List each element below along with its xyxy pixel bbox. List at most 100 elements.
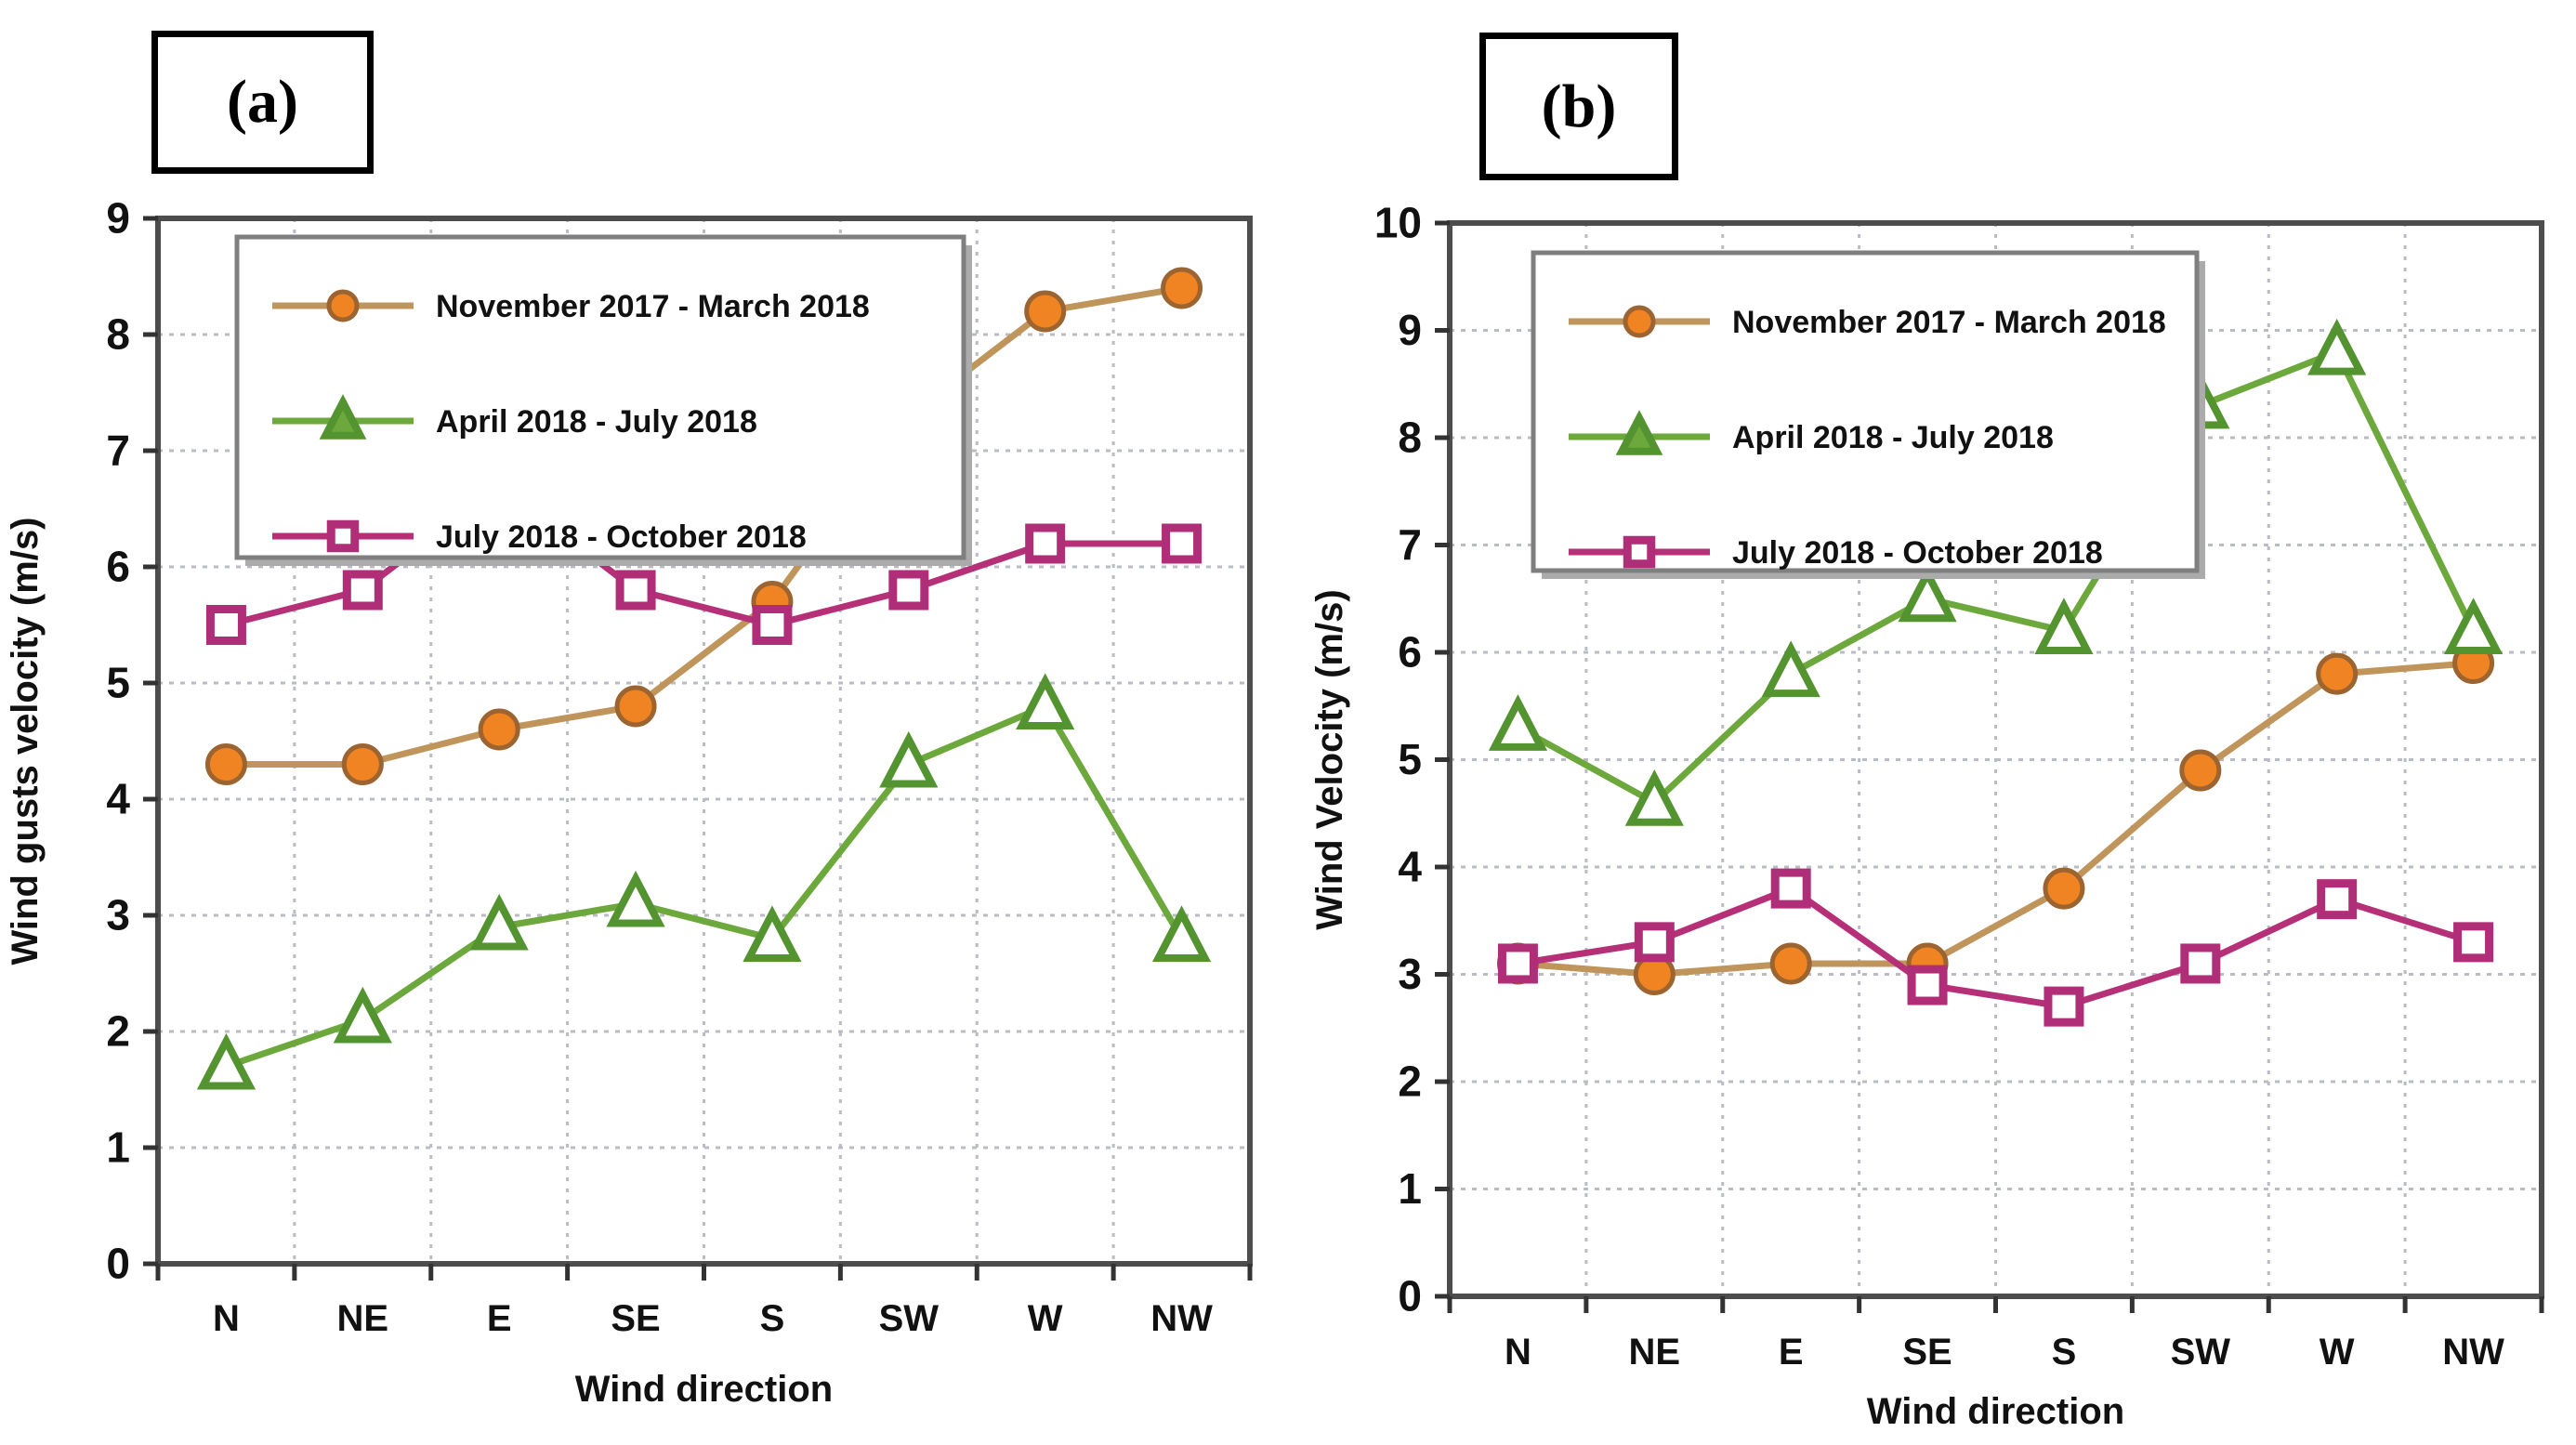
data-marker-square [2044, 986, 2084, 1027]
data-marker-triangle [469, 893, 529, 951]
series-line [226, 284, 1183, 768]
data-marker-triangle [2307, 318, 2367, 375]
plot-area-a: 0 1 2 3 4 5 6 7 8 9 N NE E SE S SW W NW Wind direction Wind… [5, 194, 1253, 1410]
y-tick-label: 0 [106, 1240, 130, 1288]
legend-marker-square [326, 519, 360, 553]
legend-box [1531, 250, 2200, 573]
y-axis-title: Wind Velocity (m/s) [1309, 589, 1350, 929]
y-tick-label: 8 [1398, 414, 1422, 462]
y-tick-label: 7 [1398, 520, 1422, 569]
x-category-label: SE [1902, 1332, 1952, 1373]
data-marker-triangle [333, 986, 392, 1044]
data-marker-triangle [743, 905, 802, 963]
legend: November 2017 - March 2018 April 2018 - J… [234, 234, 972, 566]
x-category-label: E [1779, 1332, 1804, 1373]
data-marker-circle [341, 743, 384, 785]
data-marker-square [615, 570, 656, 611]
data-marker-triangle [196, 1032, 256, 1090]
y-tick-label: 8 [106, 310, 130, 359]
series-line [1516, 348, 2477, 807]
x-category-label: N [213, 1298, 240, 1339]
legend-marker-circle [1623, 305, 1656, 338]
data-marker-triangle [1898, 565, 1957, 623]
data-marker-circle [2043, 867, 2085, 910]
y-tick-label: 1 [1398, 1164, 1422, 1213]
data-marker-triangle [1016, 673, 1075, 730]
legend-entry-label: July 2018 - October 2018 [436, 519, 807, 555]
y-tick-label: 4 [106, 775, 130, 823]
legend-entry-label: April 2018 - July 2018 [1732, 420, 2054, 455]
x-axis-title: Wind direction [1867, 1391, 2124, 1432]
panel-a-label-box: (a) [151, 31, 374, 174]
series-square [1497, 868, 2494, 1027]
y-tick-label: 9 [106, 194, 130, 243]
series-triangle [196, 673, 1212, 1090]
data-marker-circle [204, 743, 247, 785]
data-marker-square [342, 570, 383, 611]
data-marker-circle [1161, 267, 1203, 309]
y-tick-label: 3 [106, 891, 130, 939]
legend-box [234, 234, 966, 560]
y-tick-label: 4 [1398, 843, 1422, 891]
x-category-label: SE [611, 1298, 660, 1339]
y-tick-label: 0 [1398, 1272, 1422, 1320]
data-marker-square [2317, 879, 2358, 920]
data-marker-square [1770, 868, 1811, 909]
series-line [1517, 885, 2475, 1010]
data-marker-triangle [2034, 598, 2094, 654]
x-category-label: N [1505, 1332, 1531, 1373]
legend-marker-square [1623, 535, 1656, 569]
data-marker-circle [1769, 942, 1812, 985]
panel-b-label: (b) [1541, 72, 1617, 140]
data-marker-square [205, 605, 246, 645]
data-marker-square [888, 570, 929, 611]
data-marker-triangle [1151, 905, 1212, 963]
series-line [1518, 660, 2474, 978]
y-tick-label: 6 [106, 543, 130, 591]
x-category-label: S [2052, 1332, 2077, 1373]
y-tick-label: 9 [1398, 306, 1422, 354]
x-axis-title: Wind direction [575, 1369, 833, 1410]
y-tick-label: 2 [1398, 1057, 1422, 1106]
data-marker-triangle [2443, 598, 2504, 654]
data-marker-square [2453, 922, 2494, 963]
x-category-label: NW [2442, 1332, 2504, 1373]
data-marker-circle [614, 685, 657, 728]
legend-entry-label: November 2017 - March 2018 [1732, 305, 2166, 340]
data-marker-triangle [879, 730, 939, 788]
series-circle [204, 267, 1203, 785]
x-category-label: S [760, 1298, 785, 1339]
data-marker-square [2180, 943, 2221, 984]
y-tick-label: 7 [106, 427, 130, 475]
panel-b-label-box: (b) [1479, 33, 1678, 180]
data-marker-circle [2316, 652, 2359, 695]
data-marker-square [1025, 523, 1066, 564]
chart-b-canvas: 0 1 2 3 4 5 6 7 8 9 10 N NE E SE S SW W NW Wind direction Wi… [1309, 199, 2544, 1432]
y-tick-label: 1 [106, 1123, 130, 1172]
legend-marker-circle [326, 289, 360, 322]
data-marker-square [1907, 965, 1948, 1005]
data-marker-circle [478, 708, 520, 751]
y-tick-label: 6 [1398, 628, 1422, 677]
data-marker-circle [2179, 749, 2222, 792]
y-tick-label: 10 [1374, 199, 1422, 247]
x-category-label: NE [337, 1298, 389, 1339]
panel-a-label: (a) [227, 68, 298, 136]
data-marker-triangle [1488, 694, 1548, 751]
data-marker-triangle [1761, 640, 1820, 698]
plot-area-b: 0 1 2 3 4 5 6 7 8 9 10 N NE E SE S SW W NW Wind direction Wi… [1309, 199, 2544, 1432]
y-axis-title: Wind gusts velocity (m/s) [5, 518, 46, 966]
legend: November 2017 - March 2018 April 2018 - J… [1531, 250, 2205, 579]
x-category-label: NW [1150, 1298, 1213, 1339]
x-category-label: SW [2171, 1332, 2231, 1373]
x-category-label: NE [1629, 1332, 1681, 1373]
x-category-label: W [1028, 1298, 1063, 1339]
series-line [225, 703, 1185, 1070]
x-category-label: W [2320, 1332, 2355, 1373]
legend-marker-triangle [1615, 410, 1663, 455]
x-category-label: SW [879, 1298, 940, 1339]
y-tick-label: 2 [106, 1007, 130, 1056]
series-line [225, 482, 1182, 628]
data-marker-triangle [606, 870, 665, 927]
data-marker-circle [1024, 290, 1067, 333]
